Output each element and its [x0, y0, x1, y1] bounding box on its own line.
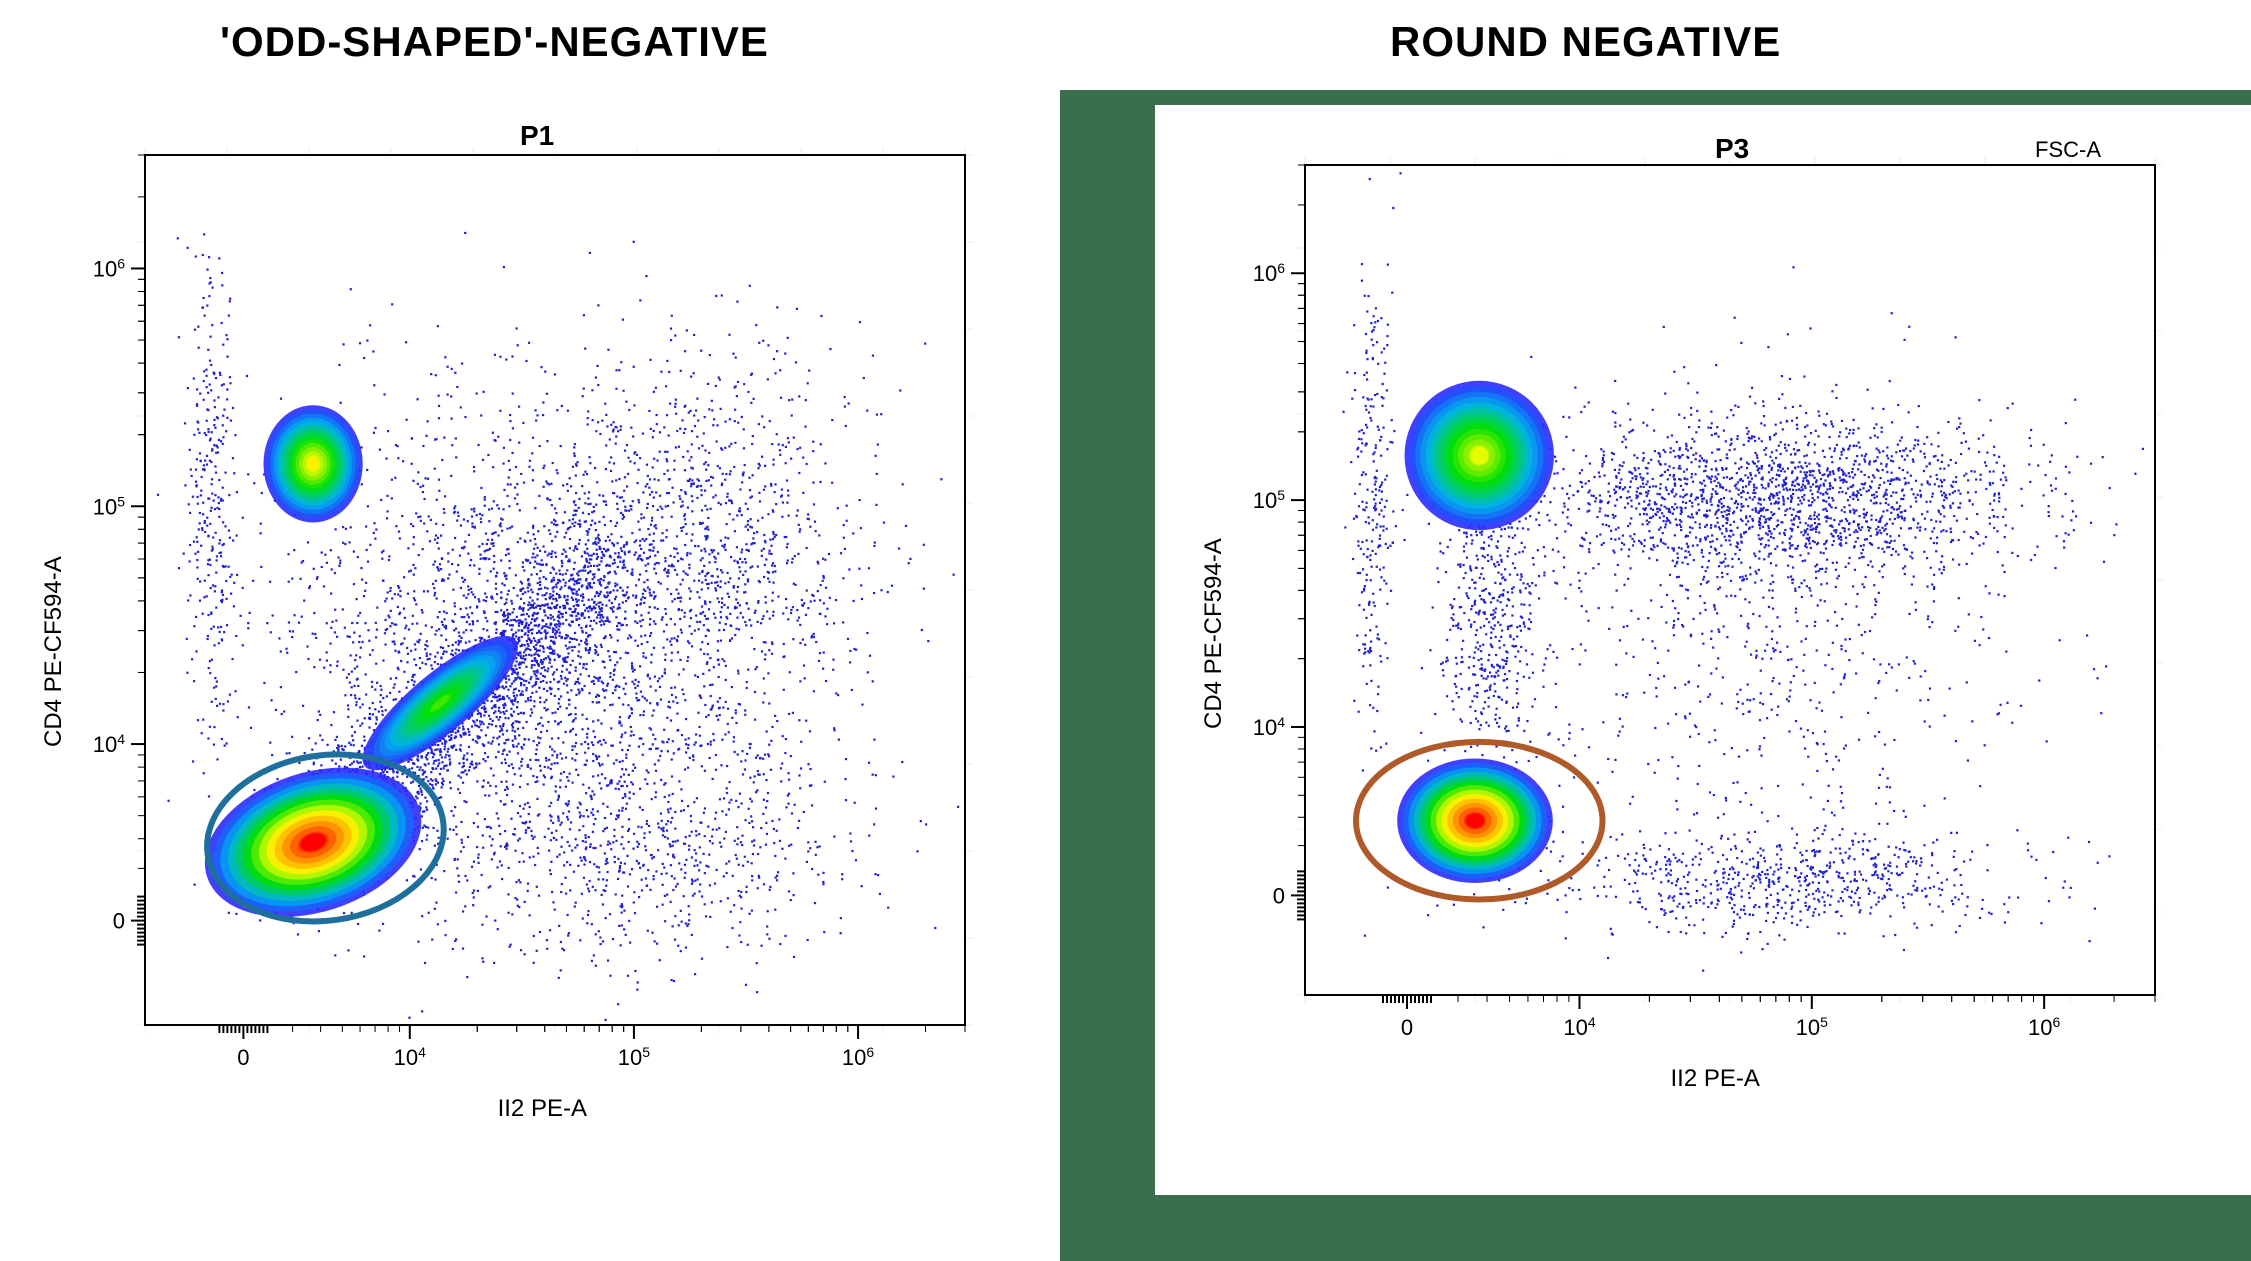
panel-odd-shaped: P1 CD4 PE-CF594-A 01041051060104105106 I…	[0, 90, 1060, 1261]
panel-round: P3 FSC-A CD4 PE-CF594-A 0104105106010410…	[1155, 105, 2251, 1195]
y-axis-label-right: CD4 PE-CF594-A	[1200, 539, 1228, 730]
y-axis-label-left: CD4 PE-CF594-A	[40, 556, 68, 747]
header-title-right: ROUND NEGATIVE	[1390, 18, 1781, 66]
x-axis-label-left: II2 PE-A	[498, 1095, 587, 1123]
scatter-plot-round: 01041051060104105106	[1245, 155, 2215, 1065]
page-root: 'ODD-SHAPED'-NEGATIVE ROUND NEGATIVE P1 …	[0, 0, 2251, 1261]
header-title-left: 'ODD-SHAPED'-NEGATIVE	[220, 18, 769, 66]
header-bar: 'ODD-SHAPED'-NEGATIVE ROUND NEGATIVE	[0, 0, 2251, 90]
x-axis-label-right: II2 PE-A	[1671, 1065, 1760, 1093]
scatter-plot-odd: 01041051060104105106	[85, 145, 1025, 1095]
